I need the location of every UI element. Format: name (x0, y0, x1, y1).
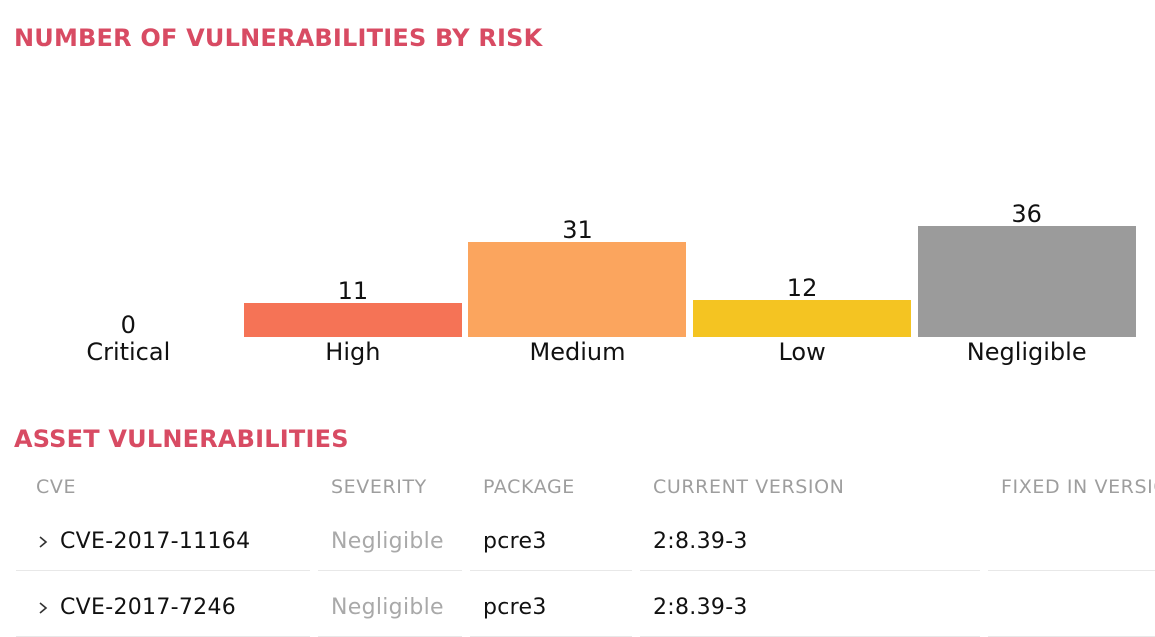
bar-medium[interactable] (468, 242, 687, 337)
column-header-current-version: CURRENT VERSION (653, 476, 845, 498)
chart-slot-low: 12 (690, 50, 915, 337)
cell-fixed-in-version (988, 513, 1155, 571)
cell-cve[interactable]: CVE-2017-11164 (16, 513, 310, 571)
category-label-critical: Critical (86, 338, 171, 366)
cell-cve[interactable]: CVE-2017-7246 (16, 579, 310, 637)
cell-current-version: 2:8.39-3 (640, 513, 980, 571)
cve-id-text: CVE-2017-7246 (60, 595, 237, 620)
bar-low[interactable] (693, 300, 912, 337)
chart-slot-critical: 0 (16, 50, 241, 337)
category-label-high: High (325, 338, 381, 366)
bar-value-label: 11 (337, 277, 369, 305)
category-label-medium: Medium (529, 338, 626, 366)
column-header-fixed-in-version: FIXED IN VERSION (1001, 476, 1155, 498)
chart-slot-high: 11 (241, 50, 466, 337)
bar-value-label: 31 (562, 216, 593, 244)
cell-severity: Negligible (318, 579, 462, 637)
cell-severity: Negligible (318, 513, 462, 571)
chart-category-labels: Critical High Medium Low Negligible (16, 340, 1139, 364)
bar-value-label: 12 (786, 274, 818, 302)
cell-package: pcre3 (470, 579, 632, 637)
bar-value-label: 0 (120, 311, 136, 339)
category-label-negligible: Negligible (966, 338, 1087, 366)
bar-value-label: 36 (1011, 200, 1042, 228)
column-header-package: PACKAGE (483, 476, 575, 498)
bar-negligible[interactable] (917, 226, 1136, 337)
column-header-cve: CVE (36, 476, 77, 498)
chevron-right-icon[interactable] (36, 600, 50, 616)
chart-slot-negligible: 36 (914, 50, 1139, 337)
column-header-severity: SEVERITY (331, 476, 427, 498)
table-section-title: ASSET VULNERABILITIES (14, 425, 349, 453)
chart-slot-medium: 31 (465, 50, 690, 337)
asset-vulnerabilities-table: CVE SEVERITY PACKAGE CURRENT VERSION FIXED I… (16, 469, 1155, 637)
cell-fixed-in-version (988, 579, 1155, 637)
cve-id-text: CVE-2017-11164 (60, 529, 251, 554)
cell-current-version: 2:8.39-3 (640, 579, 980, 637)
chart-section-title: NUMBER OF VULNERABILITIES BY RISK (14, 24, 543, 52)
vulnerabilities-bar-chart: 0 11 31 12 36 (16, 50, 1139, 337)
cell-package: pcre3 (470, 513, 632, 571)
chevron-right-icon[interactable] (36, 534, 50, 550)
category-label-low: Low (778, 338, 826, 366)
bar-high[interactable] (243, 303, 462, 337)
